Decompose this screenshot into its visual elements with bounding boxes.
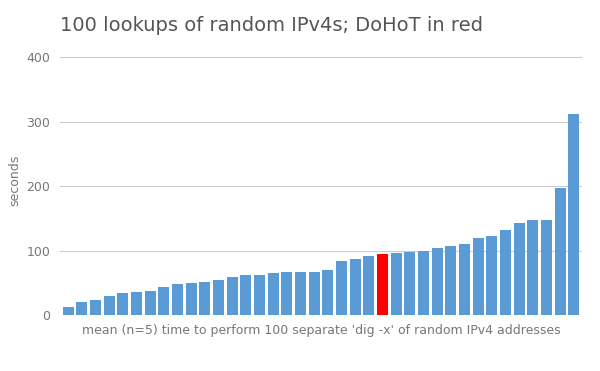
X-axis label: mean (n=5) time to perform 100 separate 'dig -x' of random IPv4 addresses: mean (n=5) time to perform 100 separate … (82, 324, 560, 337)
Text: 100 lookups of random IPv4s; DoHoT in red: 100 lookups of random IPv4s; DoHoT in re… (60, 16, 483, 35)
Bar (445, 246, 456, 315)
Bar (431, 248, 443, 315)
Bar (554, 188, 566, 315)
Bar (90, 300, 101, 315)
Bar (322, 270, 333, 315)
Bar (350, 259, 361, 315)
Bar (404, 252, 415, 315)
Bar (172, 285, 183, 315)
Bar (199, 282, 211, 315)
Bar (527, 220, 538, 315)
Y-axis label: seconds: seconds (8, 154, 21, 206)
Bar (254, 275, 265, 315)
Bar (118, 293, 128, 315)
Bar (309, 272, 320, 315)
Bar (281, 272, 292, 315)
Bar (364, 256, 374, 315)
Bar (241, 275, 251, 315)
Bar (568, 114, 579, 315)
Bar (487, 236, 497, 315)
Bar (63, 307, 74, 315)
Bar (268, 273, 278, 315)
Bar (145, 291, 155, 315)
Bar (227, 277, 238, 315)
Bar (418, 251, 429, 315)
Bar (459, 244, 470, 315)
Bar (186, 283, 197, 315)
Bar (213, 280, 224, 315)
Bar (500, 230, 511, 315)
Bar (541, 220, 552, 315)
Bar (131, 292, 142, 315)
Bar (76, 302, 88, 315)
Bar (473, 238, 484, 315)
Bar (104, 296, 115, 315)
Bar (295, 272, 306, 315)
Bar (158, 287, 169, 315)
Bar (336, 260, 347, 315)
Bar (391, 253, 401, 315)
Bar (377, 254, 388, 315)
Bar (514, 223, 524, 315)
